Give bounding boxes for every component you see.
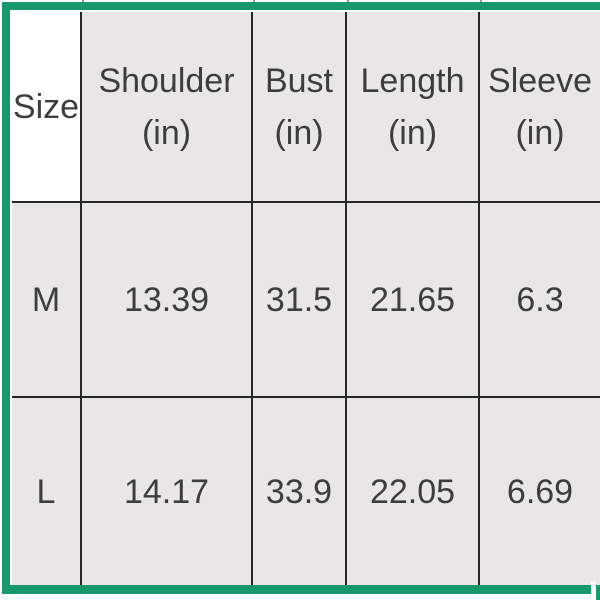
header-cell-length[interactable]: Length (in) bbox=[347, 12, 480, 203]
selection-border-left bbox=[2, 2, 10, 594]
gridline-tick bbox=[253, 0, 255, 2]
selection-border-top bbox=[2, 2, 600, 10]
cell-sleeve-m[interactable]: 6.3 bbox=[480, 203, 600, 398]
header-unit: (in) bbox=[274, 113, 324, 152]
cell-size-m[interactable]: M bbox=[12, 203, 82, 398]
header-unit: (in) bbox=[141, 113, 192, 152]
selection-border-bottom bbox=[2, 585, 591, 594]
cell-size-l[interactable]: L bbox=[12, 398, 82, 585]
cell-length-l[interactable]: 22.05 bbox=[347, 398, 480, 585]
header-label: Length bbox=[360, 61, 465, 100]
cell-sleeve-l[interactable]: 6.69 bbox=[480, 398, 600, 585]
header-cell-sleeve[interactable]: Sleeve (in) bbox=[480, 12, 600, 203]
header-label: Sleeve bbox=[488, 61, 592, 100]
gridline-tick bbox=[347, 0, 349, 2]
header-label: Shoulder bbox=[98, 61, 235, 100]
cell-shoulder-m[interactable]: 13.39 bbox=[82, 203, 253, 398]
header-unit: (in) bbox=[515, 113, 565, 152]
cell-length-m[interactable]: 21.65 bbox=[347, 203, 480, 398]
header-unit: (in) bbox=[387, 113, 438, 152]
header-cell-shoulder[interactable]: Shoulder (in) bbox=[82, 12, 253, 203]
header-cell-size[interactable]: Size bbox=[12, 12, 82, 203]
cell-bust-l[interactable]: 33.9 bbox=[253, 398, 347, 585]
gridline-tick bbox=[480, 0, 482, 2]
header-cell-bust[interactable]: Bust (in) bbox=[253, 12, 347, 203]
cell-bust-m[interactable]: 31.5 bbox=[253, 203, 347, 398]
cell-shoulder-l[interactable]: 14.17 bbox=[82, 398, 253, 585]
fill-handle[interactable] bbox=[596, 585, 600, 600]
header-label: Size bbox=[12, 87, 80, 126]
gridline-tick bbox=[82, 0, 84, 2]
size-chart-table: Size Shoulder (in) Bust (in) Length (in)… bbox=[12, 12, 600, 585]
header-label: Bust bbox=[264, 61, 334, 100]
fill-handle-gap bbox=[591, 582, 596, 600]
